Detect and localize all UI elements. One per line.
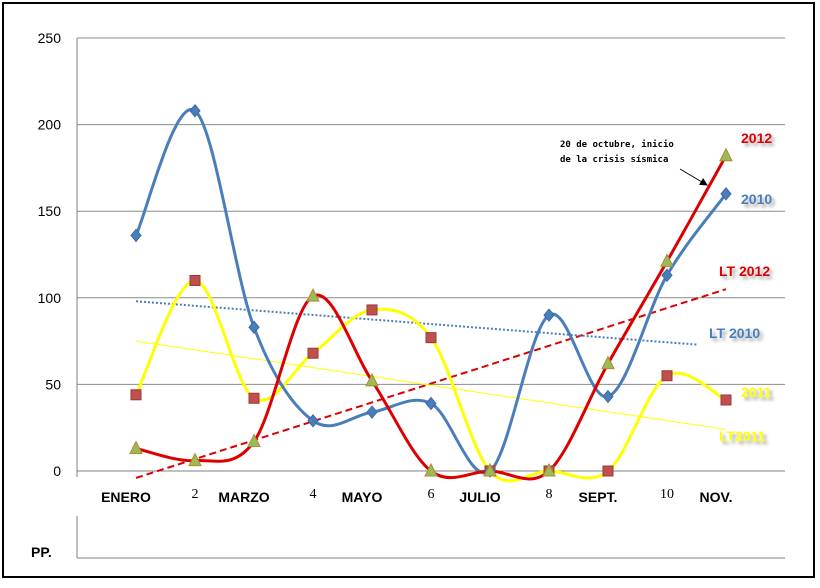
point-2010-4	[307, 413, 319, 428]
point-2010-enero	[130, 228, 142, 243]
point-2012-julio	[483, 462, 497, 477]
x-tick-label-6: 6	[428, 487, 435, 502]
point-2011-sept	[602, 465, 614, 477]
point-2010-8	[543, 308, 555, 322]
point-2012-sept	[601, 355, 615, 370]
point-2010-6	[425, 396, 437, 411]
table-label-pp: PP.	[31, 544, 52, 560]
trendline-lt2011	[135, 340, 727, 430]
trendline-label-lt-2010: LT 2010	[709, 325, 760, 341]
x-tick-label-marzo: MARZO	[218, 489, 269, 505]
x-tick-label-2: 2	[192, 487, 199, 502]
trendline-label-lt-2012: LT 2012	[719, 263, 770, 279]
point-2012-10	[660, 253, 674, 267]
chart-frame	[2, 2, 815, 578]
point-2011-enero	[130, 389, 142, 401]
point-2011-10	[661, 370, 673, 382]
series-label-2012: 2012	[741, 130, 772, 146]
point-2011-4	[307, 347, 319, 359]
point-2010-sept	[602, 389, 614, 404]
point-2011-nov	[720, 394, 732, 406]
x-tick-label-8: 8	[546, 487, 553, 502]
trendline-lt-2012	[135, 288, 727, 479]
series-label-2011: 2011	[741, 384, 772, 400]
label-layer: 2012 2010 2011 LT 2012 LT 2010 LT2011	[709, 130, 772, 444]
point-2010-10	[661, 268, 673, 283]
y-tick-label-0: 0	[53, 463, 61, 479]
y-tick-label-100: 100	[38, 290, 62, 306]
grid-layer: 0 50 100 150 200 250 ENERO 2 MARZO 4 MAYO 6 JULIO 8 SE…	[38, 30, 785, 559]
y-tick-label-50: 50	[45, 376, 61, 392]
x-tick-label-10: 10	[660, 487, 674, 502]
annotation-line-2: de la crisis sísmica	[560, 154, 668, 165]
point-2012-enero	[129, 440, 143, 454]
point-2011-2	[189, 274, 201, 286]
point-2012-4	[306, 287, 320, 302]
annotation-line-1: 20 de octubre, inicio	[560, 139, 674, 150]
x-tick-label-4: 4	[310, 487, 317, 502]
annotation-arrow	[679, 168, 708, 186]
point-2011-mayo	[366, 304, 378, 316]
point-2012-8	[542, 462, 556, 477]
point-2010-nov	[720, 187, 732, 201]
x-tick-label-mayo: MAYO	[342, 489, 383, 505]
point-2012-mayo	[365, 372, 379, 387]
point-2012-nov	[719, 147, 733, 162]
marker-layer	[129, 103, 733, 478]
x-tick-label-enero: ENERO	[101, 489, 151, 505]
point-2011-marzo	[248, 392, 260, 404]
y-tick-label-150: 150	[38, 203, 62, 219]
y-tick-label-200: 200	[38, 117, 62, 133]
point-2010-marzo	[248, 320, 260, 335]
point-2012-marzo	[247, 433, 261, 448]
series-label-2010: 2010	[741, 191, 772, 207]
point-2012-2	[188, 452, 202, 467]
point-2012-6	[424, 462, 438, 477]
trendline-label-lt2011: LT2011	[719, 428, 766, 444]
x-tick-label-nov: NOV.	[700, 489, 733, 505]
point-2010-mayo	[366, 405, 378, 419]
point-2011-6	[425, 332, 437, 344]
point-2010-2	[189, 103, 201, 118]
x-tick-label-julio: JULIO	[459, 489, 500, 505]
y-tick-label-250: 250	[38, 30, 62, 46]
x-tick-label-sept: SEPT.	[579, 489, 618, 505]
